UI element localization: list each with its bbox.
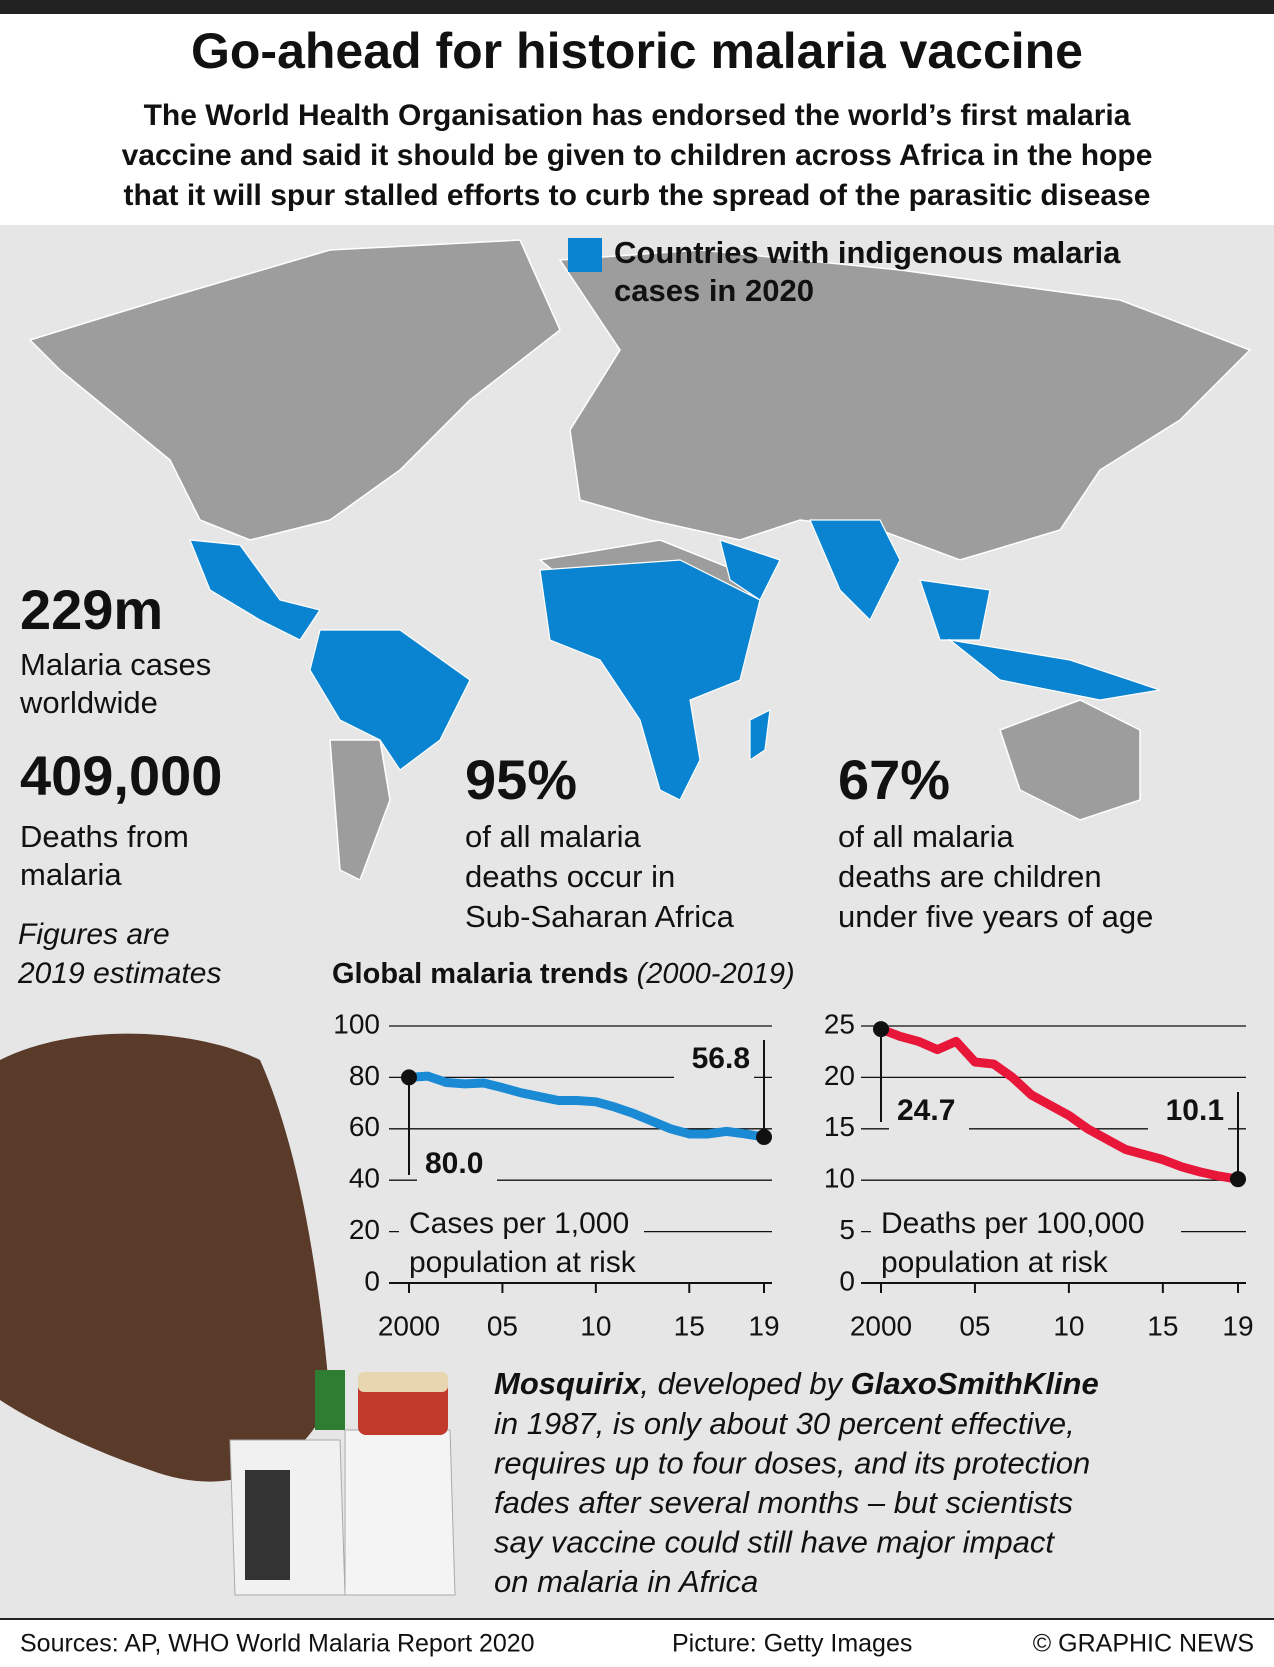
footer-credit: © GRAPHIC NEWS [1033,1630,1254,1658]
axis-label: Cases per 1,000 [409,1207,629,1240]
y-tick-label: 60 [349,1111,380,1142]
x-tick-label: 2000 [378,1310,440,1341]
malaria-areas [189,519,1161,801]
value-label: 56.8 [692,1042,750,1075]
axis-label: Deaths per 100,000 [881,1207,1145,1240]
stat-value: 67% [838,748,950,811]
y-tick-label: 0 [839,1265,855,1296]
stat-text: deaths are children [838,859,1102,894]
y-tick-label: 20 [824,1060,855,1091]
description-part: Mosquirix [494,1366,642,1401]
stat-text: Malaria cases [20,647,211,682]
stat-text: malaria [20,857,122,892]
value-label: 80.0 [425,1147,483,1180]
subtitle: vaccine and said it should be given to c… [122,139,1153,172]
footer-sources: Sources: AP, WHO World Malaria Report 20… [20,1630,535,1658]
description: in 1987, is only about 30 percent effect… [494,1406,1075,1441]
value-label-bg [417,1145,497,1185]
description-part: , developed by [640,1366,850,1401]
x-tick-label: 15 [1147,1310,1178,1341]
x-tick-label: 2000 [850,1310,912,1341]
stat-text: worldwide [19,685,158,720]
y-tick-label: 20 [349,1214,380,1245]
x-tick-label: 05 [487,1310,518,1341]
end-point [1230,1171,1246,1188]
stat-value: 409,000 [20,744,222,807]
value-label-bg [1148,1092,1228,1132]
end-point [756,1129,772,1146]
legend-label: cases in 2020 [614,273,814,308]
value-label: 10.1 [1166,1094,1224,1127]
photo-hand [0,1033,456,1596]
stat-text: Sub-Saharan Africa [465,899,735,934]
trends-title: Global malaria trends (2000-2019) [332,958,795,990]
y-tick-label: 0 [364,1265,380,1296]
x-tick-label: 10 [1053,1310,1084,1341]
stat-text: deaths occur in [465,859,675,894]
x-tick-label: 19 [748,1310,779,1341]
stat-text: of all malaria [838,819,1014,854]
top-bar [0,0,1274,14]
title: Go-ahead for historic malaria vaccine [191,23,1083,79]
description: on malaria in Africa [494,1564,758,1599]
description: fades after several months – but scienti… [494,1485,1073,1520]
stat-text: of all malaria [465,819,641,854]
x-tick-label: 15 [674,1310,705,1341]
stat-text: Deaths from [20,819,189,854]
x-tick-label: 10 [580,1310,611,1341]
subtitle: The World Health Organisation has endors… [144,99,1131,132]
description-part: GlaxoSmithKline [851,1366,1099,1401]
value-label: 24.7 [897,1094,955,1127]
label-bg [871,1200,1181,1280]
stat-text: under five years of age [838,899,1153,934]
trends-title-main: Global malaria trends [332,958,629,990]
legend-label: Countries with indigenous malaria [614,235,1121,270]
y-tick-label: 80 [349,1060,380,1091]
value-label-bg [889,1092,969,1132]
legend-swatch [568,238,602,272]
note: 2019 estimates [17,957,221,990]
value-label-bg [674,1040,754,1080]
y-tick-label: 5 [839,1214,855,1245]
end-point [873,1021,889,1038]
note: Figures are [18,918,170,951]
end-point [401,1069,417,1086]
trends-period: (2000-2019) [637,958,795,990]
footer-picture: Picture: Getty Images [672,1630,912,1658]
axis-label: population at risk [881,1246,1109,1279]
description: requires up to four doses, and its prote… [494,1446,1090,1481]
y-tick-label: 25 [824,1008,855,1039]
x-tick-label: 05 [959,1310,990,1341]
y-tick-label: 15 [824,1111,855,1142]
x-tick-label: 19 [1222,1310,1253,1341]
footer-rule [0,1618,1274,1620]
label-bg [399,1200,644,1280]
stat-value: 95% [465,748,577,811]
description: Mosquirix, developed by GlaxoSmithKline [494,1366,1099,1401]
axis-label: population at risk [409,1246,637,1279]
stat-value: 229m [20,578,163,641]
data-line [879,1024,1239,1184]
description: say vaccine could still have major impac… [494,1525,1055,1560]
world-map [28,239,1252,882]
y-tick-label: 10 [824,1163,855,1194]
y-tick-label: 40 [349,1163,380,1194]
data-line [408,1071,765,1142]
subtitle: that it will spur stalled efforts to cur… [124,179,1151,212]
y-tick-label: 100 [333,1008,380,1039]
